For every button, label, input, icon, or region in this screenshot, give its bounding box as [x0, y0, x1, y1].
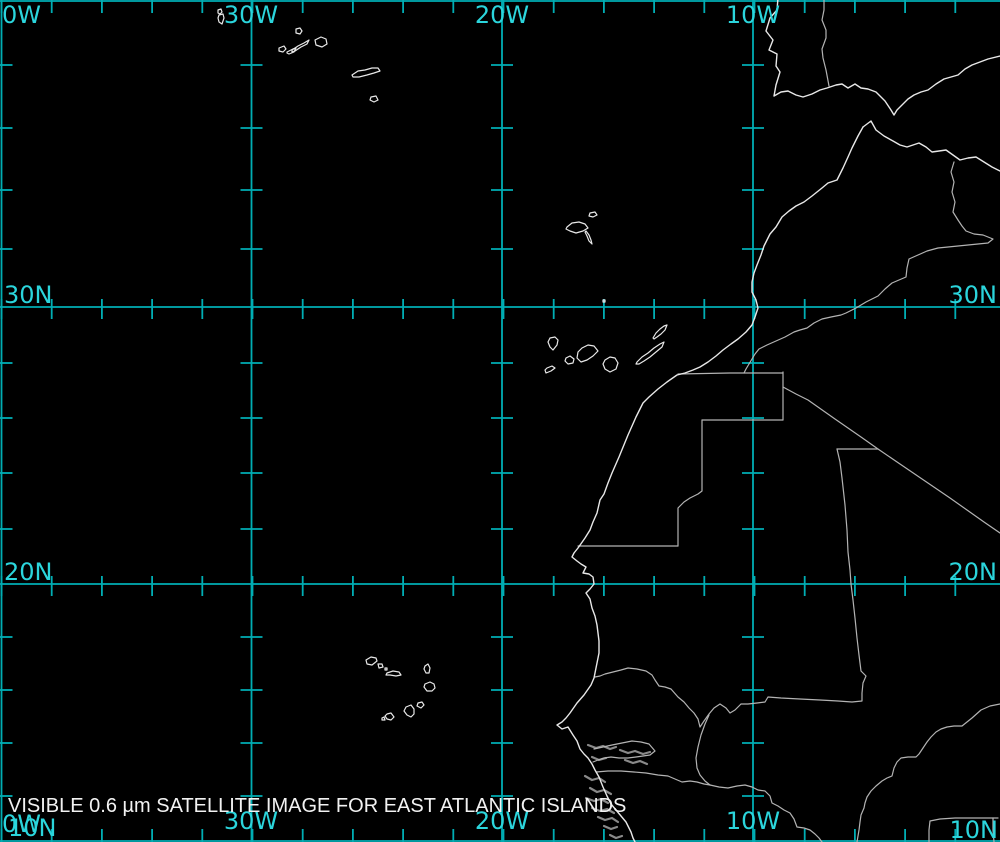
senegal-south-border: [595, 770, 711, 786]
cv-sao-nicolau: [385, 670, 402, 677]
cv-santo-antao: [365, 656, 378, 666]
bissau-rivers-1: [583, 774, 607, 784]
bissau-rivers-6: [602, 824, 619, 831]
azores-sao-miguel: [351, 67, 381, 78]
azores-pico: [286, 47, 297, 55]
grid-label-top-20w: 20W: [474, 1, 530, 29]
senegal-east-border: [695, 714, 711, 786]
cv-sao-vicente: [377, 663, 384, 669]
west-africa-atlantic-coast: [556, 126, 864, 842]
azores-corvo: [217, 8, 223, 15]
grid-label-left-20n: 20N: [4, 558, 53, 586]
azores-sao-jorge: [291, 39, 310, 53]
portugal-spain-border: [821, 0, 830, 87]
desertas: [584, 230, 593, 245]
lanzarote: [652, 324, 668, 340]
grid-label-top-40w: 0W: [2, 1, 41, 29]
bissau-rivers-2: [588, 786, 613, 796]
azores-faial: [278, 45, 287, 53]
cv-santa-luzia: [384, 667, 388, 671]
grid-label-left-30n: 30N: [4, 281, 53, 309]
grid-label-bottom-10n-left: 10N: [8, 814, 57, 842]
azores-terceira: [314, 36, 328, 48]
mali-southeast-border: [856, 703, 1000, 842]
grid-label-bottom-10n-right: 10N: [949, 816, 999, 842]
selvagens: [602, 299, 606, 303]
cv-maio: [416, 701, 425, 709]
bissau-rivers-3: [584, 796, 610, 805]
madeira: [565, 221, 589, 234]
wsahara-east-12w-13w: [677, 419, 703, 547]
senegal-mali-guinea-border: [709, 784, 823, 842]
wsahara-north-border: [677, 372, 784, 375]
bissau-rivers-5: [596, 815, 620, 824]
el-hierro: [544, 365, 556, 374]
grid-label-bottom-20w: 20W: [474, 807, 530, 835]
morocco-algeria-border: [743, 161, 994, 374]
porto-santo: [588, 211, 598, 218]
bottom-right-border-b: [992, 817, 995, 842]
grid-label-bottom-40w: 0W: [2, 810, 41, 838]
senegal-river-border: [594, 667, 742, 728]
algeria-mauritania-mali-diagonal: [782, 386, 1000, 534]
morocco-med-coast: [862, 120, 1000, 172]
gambia-border: [592, 740, 656, 763]
bissau-rivers-4: [590, 806, 616, 815]
caption-title: VISIBLE 0.6 µm SATELLITE IMAGE FOR EAST …: [8, 795, 627, 817]
grid-label-top-10w: 10W: [725, 1, 781, 29]
la-palma: [547, 336, 559, 351]
caption-block: VISIBLE 0.6 µm SATELLITE IMAGE FOR EAST …: [8, 749, 626, 842]
cv-brava: [381, 716, 386, 721]
bottom-right-border-a: [928, 817, 999, 842]
grid-label-right-20n: 20N: [948, 558, 998, 586]
grid-label-bottom-30w: 30W: [223, 807, 279, 835]
gran-canaria: [602, 356, 619, 373]
azores-santa-maria: [369, 95, 379, 103]
cv-fogo: [384, 712, 395, 721]
saloum-delta-4: [623, 758, 649, 766]
tenerife: [576, 344, 599, 363]
la-gomera: [564, 355, 575, 365]
grid-label-bottom-10w: 10W: [725, 807, 781, 835]
bissau-rivers-7: [608, 833, 624, 840]
grid-label-top-30w: 30W: [223, 1, 279, 29]
cv-boa-vista: [423, 681, 436, 692]
saloum-delta-3: [618, 748, 652, 756]
grid-label-right-30n: 30N: [948, 281, 998, 309]
fuerteventura: [635, 341, 665, 365]
cv-santiago: [403, 704, 415, 718]
saloum-delta-1: [586, 743, 618, 751]
cv-sal: [423, 663, 431, 674]
mauritania-mali-border: [740, 448, 867, 705]
azores-graciosa: [295, 27, 303, 35]
iberia-coast: [765, 0, 1000, 116]
azores-flores: [217, 13, 225, 25]
